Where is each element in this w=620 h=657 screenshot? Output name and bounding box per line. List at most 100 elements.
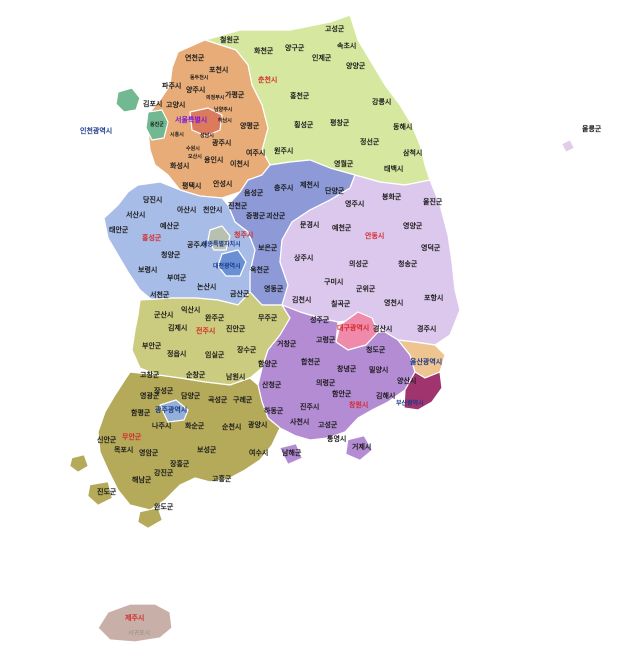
label-jeju[interactable]: 제주시 [125,613,144,622]
label-namyangju[interactable]: 남양주시 [214,106,233,113]
label-busan[interactable]: 부산광역시 [396,399,424,407]
label-hampyeong[interactable]: 함평군 [131,408,151,417]
label-cheongju[interactable]: 청주시 [234,230,253,239]
label-goesan[interactable]: 괴산군 [266,211,286,220]
label-gimpo[interactable]: 김포시 [143,99,162,108]
label-jangseong[interactable]: 장성군 [154,386,174,395]
label-jindo[interactable]: 진도군 [97,487,117,496]
label-gapyeong[interactable]: 가평군 [225,90,245,99]
label-yeosu[interactable]: 여수시 [249,448,268,457]
label-goseong-gw[interactable]: 고성군 [325,24,345,33]
label-ulsan[interactable]: 울산광역시 [410,357,442,366]
label-suncheon[interactable]: 순천시 [222,422,241,431]
label-goseong-gn[interactable]: 고성군 [318,420,338,429]
label-incheon[interactable]: 인천광역시 [80,126,112,135]
label-nonsan[interactable]: 논산시 [197,282,216,291]
label-sacheon[interactable]: 사천시 [290,417,309,426]
label-paju[interactable]: 파주시 [162,81,181,90]
label-ongjin[interactable]: 옹진군 [150,121,164,128]
label-suwon[interactable]: 수원시 [186,145,200,152]
label-gyeongju[interactable]: 경주시 [417,324,436,333]
label-hamyang[interactable]: 함양군 [258,359,278,368]
label-jinju[interactable]: 진주시 [300,402,319,411]
label-changnyeong[interactable]: 창녕군 [337,364,357,373]
region-sejong[interactable] [207,225,231,251]
label-geoje[interactable]: 거제시 [352,442,371,451]
label-jeongeup[interactable]: 정읍시 [167,349,186,358]
label-yeongcheon[interactable]: 영천시 [384,298,403,307]
label-chilgok[interactable]: 칠곡군 [331,299,351,308]
label-gangjin[interactable]: 강진군 [154,468,174,477]
label-haenam[interactable]: 해남군 [132,475,152,484]
label-gwangju[interactable]: 광주광역시 [155,405,187,414]
label-uijeongbu[interactable]: 의정부시 [206,94,225,101]
label-wando[interactable]: 완도군 [154,502,174,511]
label-hongseong[interactable]: 홍성군 [142,233,162,242]
label-dongducheon[interactable]: 동두천시 [190,74,209,81]
label-daejeon[interactable]: 대전광역시 [213,262,241,270]
label-yangju[interactable]: 양주시 [186,85,205,94]
label-cheongyang[interactable]: 청양군 [161,250,181,259]
label-buyeo[interactable]: 부여군 [167,273,187,282]
region-gyeongbuk[interactable] [279,174,461,346]
label-miryang[interactable]: 밀양시 [369,365,388,374]
label-boryeong[interactable]: 보령시 [138,265,157,274]
label-asan[interactable]: 아산시 [177,205,196,214]
label-pyeongtaek[interactable]: 평택시 [182,181,201,190]
label-inje[interactable]: 인제군 [312,53,332,62]
label-yeonggwang[interactable]: 영광군 [140,391,160,400]
label-gokseong[interactable]: 곡성군 [208,395,228,404]
label-goheung[interactable]: 고흥군 [212,474,232,483]
label-taebaek[interactable]: 태백시 [384,164,403,173]
label-sinan[interactable]: 신안군 [97,435,117,444]
label-uiseong[interactable]: 의성군 [349,259,369,268]
label-jeonju[interactable]: 전주시 [196,326,215,335]
region-busan[interactable] [403,371,443,411]
label-sunchang[interactable]: 순창군 [186,370,206,379]
label-seongnam[interactable]: 성남시 [200,132,214,139]
label-andong[interactable]: 안동시 [365,231,384,240]
label-yeoncheon[interactable]: 연천군 [185,53,205,62]
label-anseong[interactable]: 안성시 [213,179,232,188]
label-jangsu[interactable]: 장수군 [237,345,257,354]
label-wanju[interactable]: 완주군 [205,313,225,322]
label-hwacheon[interactable]: 화천군 [254,46,274,55]
label-yongin[interactable]: 용인시 [204,155,223,164]
label-pyeongchang[interactable]: 평창군 [330,118,350,127]
label-jecheon[interactable]: 제천시 [300,180,319,189]
label-tongyeong[interactable]: 통영시 [327,434,346,443]
region-gwangju[interactable] [159,399,189,423]
label-ulleung[interactable]: 울릉군 [582,124,602,133]
label-muan[interactable]: 무안군 [122,432,142,441]
label-gumi[interactable]: 구미시 [324,277,343,286]
label-gwangyang[interactable]: 광양시 [248,420,267,429]
label-yeongdeok[interactable]: 영덕군 [421,243,441,252]
label-sangju[interactable]: 상주시 [294,253,313,262]
label-yeongam[interactable]: 영암군 [139,448,159,457]
label-geumsan[interactable]: 금산군 [230,289,250,298]
label-haman[interactable]: 함안군 [332,389,352,398]
label-pohang[interactable]: 포항시 [424,293,443,302]
label-gongju[interactable]: 공주시 [187,241,206,249]
label-yeoju[interactable]: 여주시 [246,148,265,157]
label-jinan[interactable]: 진안군 [226,324,246,333]
label-seongju[interactable]: 성주군 [310,315,330,324]
label-uiryeong[interactable]: 의령군 [316,378,336,387]
label-yeongyang[interactable]: 영양군 [403,221,423,230]
label-goryeong[interactable]: 고령군 [316,335,336,344]
region-gyeongnam[interactable] [257,304,416,441]
label-pocheon[interactable]: 포천시 [209,65,228,74]
label-sancheong[interactable]: 산청군 [262,380,282,389]
region-seoul[interactable] [189,107,223,137]
label-chuncheon[interactable]: 춘천시 [258,75,277,84]
label-sokcho[interactable]: 속초시 [337,41,356,50]
label-hongcheon[interactable]: 홍천군 [290,91,310,100]
label-seogwipo[interactable]: 서귀포시 [128,629,150,637]
label-cheongsong[interactable]: 청송군 [398,259,418,268]
label-gangneung[interactable]: 강릉시 [372,97,391,106]
label-namhae[interactable]: 남해군 [282,448,302,457]
label-gimcheon[interactable]: 김천시 [292,295,311,304]
label-cheongdo[interactable]: 청도군 [366,345,386,354]
label-donghae[interactable]: 동해시 [393,122,412,131]
label-yangyang[interactable]: 양양군 [346,61,366,70]
